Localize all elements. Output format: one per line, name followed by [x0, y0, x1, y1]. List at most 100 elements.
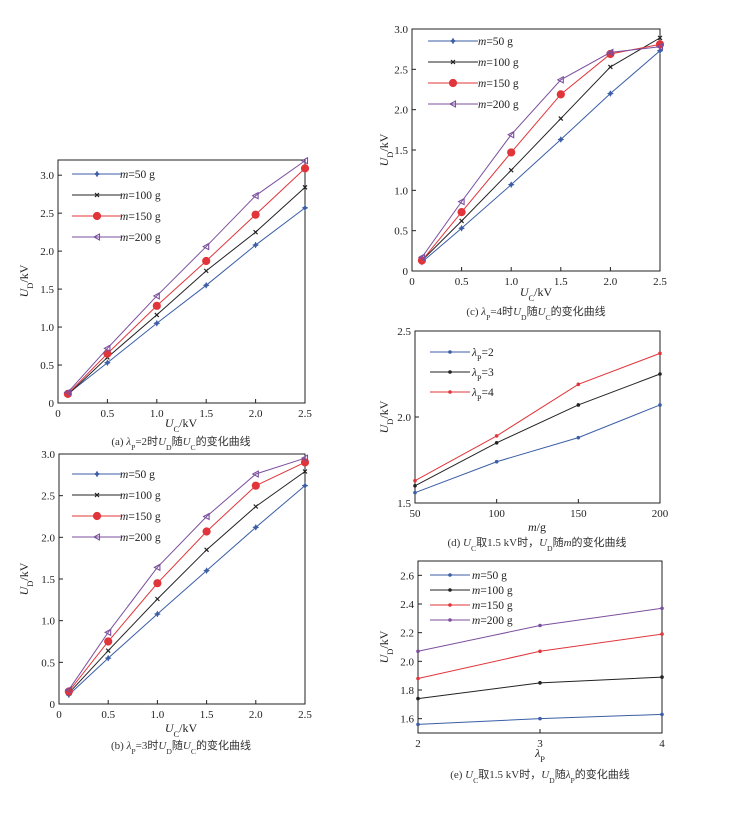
- y-tick-label: 2.2: [400, 628, 414, 640]
- data-point: [153, 610, 161, 618]
- series-line: [421, 43, 661, 261]
- legend-marker: [448, 573, 452, 577]
- chart-panel-a: 0 0.5 1.0 1.5 2.0 2.5 0 0.5 1.0 1.5 2.0 2.5 3.0 m=50 …: [17, 156, 312, 452]
- legend-label: m=150 g: [472, 600, 513, 612]
- legend-marker: [92, 511, 102, 521]
- series-m-50-g: [64, 204, 309, 398]
- data-point: [576, 403, 581, 407]
- x-tick-label: 3: [537, 738, 543, 750]
- y-tick-label: 1.5: [40, 284, 54, 296]
- series-line: [68, 485, 306, 696]
- legend-item: m=100 g: [428, 57, 519, 69]
- legend-item: λP=2: [430, 347, 494, 363]
- data-point: [457, 208, 466, 217]
- data-point: [606, 48, 614, 57]
- data-point: [656, 47, 664, 55]
- data-point: [253, 229, 259, 235]
- data-point: [413, 484, 417, 488]
- data-point: [660, 606, 664, 611]
- legend-label: m=50 g: [120, 169, 155, 181]
- data-point: [413, 490, 417, 495]
- legend-marker: [449, 37, 457, 45]
- data-point: [301, 482, 309, 490]
- series-line: [421, 46, 661, 258]
- legend-label: m=100 g: [120, 490, 161, 502]
- y-tick-label: 2.6: [400, 570, 414, 582]
- series-line: [68, 461, 306, 692]
- legend-label: m=50 g: [472, 570, 507, 582]
- x-tick-label: 1.0: [151, 709, 165, 721]
- y-tick-label: 0.5: [40, 360, 54, 372]
- legend-marker: [94, 492, 100, 498]
- x-tick-label: 1.5: [200, 709, 214, 721]
- x-tick-label: 4: [659, 738, 665, 750]
- data-point: [104, 628, 112, 637]
- y-tick-label: 2.0: [41, 532, 55, 544]
- x-tick-label: 1.5: [554, 276, 568, 288]
- data-point: [417, 253, 425, 262]
- series--p-4: [413, 351, 662, 483]
- data-point: [251, 481, 260, 490]
- data-point: [457, 197, 465, 206]
- data-point: [658, 403, 662, 407]
- y-tick-label: 1.0: [40, 322, 54, 334]
- data-point: [103, 359, 111, 367]
- data-point: [251, 470, 259, 478]
- series-line: [417, 633, 663, 680]
- y-tick-label: 0: [49, 398, 55, 410]
- y-axis-label: UD/kV: [377, 400, 395, 433]
- legend-item: m=100 g: [72, 490, 161, 502]
- x-axis-label: λP: [534, 746, 545, 764]
- legend-item: m=200 g: [72, 532, 161, 544]
- y-tick-label: 1.0: [394, 185, 408, 197]
- legend-item: m=100 g: [72, 190, 161, 202]
- data-point: [202, 242, 210, 251]
- legend-label: λP=3: [471, 367, 494, 383]
- plot-frame: [411, 28, 661, 272]
- x-tick-label: 1.0: [150, 408, 164, 420]
- chart-panel-e: 2 3 4 1.6 1.8 2.0 2.2 2.4 2.6 m=50 g m=100 g m=150 …: [377, 560, 665, 785]
- x-tick-label: 0: [56, 709, 62, 721]
- legend-label: m=200 g: [478, 99, 519, 111]
- legend-label: m=150 g: [120, 511, 161, 523]
- x-axis-label: UC/kV: [165, 721, 198, 739]
- data-point: [153, 579, 162, 588]
- data-point: [104, 637, 113, 646]
- legend-item: m=150 g: [430, 600, 513, 612]
- data-point: [538, 681, 542, 685]
- y-axis-label-wrap: UD/kV: [377, 400, 395, 433]
- y-axis-label: UD/kV: [377, 133, 395, 166]
- data-point: [507, 181, 515, 189]
- legend-marker: [93, 470, 101, 478]
- x-tick-label: 0.5: [101, 709, 115, 721]
- y-tick-label: 1.5: [397, 498, 411, 510]
- legend-label: m=50 g: [478, 36, 513, 48]
- data-point: [557, 135, 565, 144]
- data-point: [251, 191, 259, 200]
- series-line: [417, 607, 663, 652]
- legend-item: m=150 g: [72, 511, 161, 523]
- legend-marker: [450, 59, 456, 65]
- plot-frame: [414, 330, 661, 504]
- legend-marker: [93, 170, 101, 178]
- y-tick-label: 1.0: [41, 616, 55, 628]
- series-line: [67, 186, 306, 396]
- x-tick-label: 2.5: [298, 408, 312, 420]
- series-line: [67, 160, 306, 393]
- y-tick-label: 3.0: [41, 449, 55, 461]
- legend-item: m=50 g: [430, 570, 507, 582]
- legend-marker: [448, 603, 452, 607]
- legend-marker: [92, 533, 101, 541]
- data-point: [204, 547, 210, 553]
- series-m-100-g: [65, 184, 308, 398]
- data-point: [660, 632, 664, 636]
- data-point: [508, 167, 514, 173]
- x-axis-label: UC/kV: [520, 285, 553, 303]
- series-m-50-g: [416, 712, 664, 727]
- data-point: [252, 523, 260, 531]
- data-point: [300, 164, 310, 173]
- plot-frame: [57, 159, 306, 404]
- data-point: [301, 204, 309, 212]
- x-tick-label: 2.5: [653, 276, 667, 288]
- plot-frame: [417, 560, 663, 734]
